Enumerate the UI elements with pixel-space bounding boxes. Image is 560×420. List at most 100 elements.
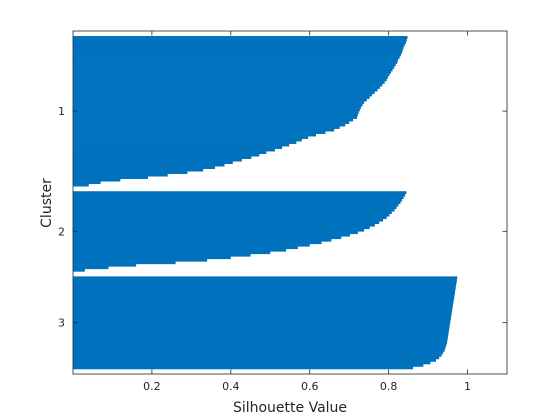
silhouette-bar bbox=[73, 228, 365, 232]
silhouette-bar bbox=[73, 348, 445, 352]
silhouette-bar bbox=[73, 246, 298, 250]
silhouette-bar bbox=[73, 241, 322, 245]
silhouette-bar bbox=[73, 66, 395, 69]
silhouette-bar bbox=[73, 58, 399, 62]
silhouette-bar bbox=[73, 41, 406, 44]
silhouette-bar bbox=[73, 253, 251, 257]
silhouette-bar bbox=[73, 321, 451, 325]
silhouette-bar bbox=[73, 81, 385, 84]
silhouette-bar bbox=[73, 166, 216, 169]
silhouette-bar bbox=[73, 238, 332, 242]
x-tick-label: 1 bbox=[464, 380, 471, 393]
silhouette-bar bbox=[73, 288, 456, 292]
silhouette-bar bbox=[73, 276, 458, 280]
silhouette-bar bbox=[73, 203, 399, 207]
x-tick-label: 0.2 bbox=[143, 380, 161, 393]
x-axis-label: Silhouette Value bbox=[233, 400, 347, 416]
x-tick-label: 0.4 bbox=[222, 380, 240, 393]
silhouette-bar bbox=[73, 113, 358, 117]
silhouette-bar bbox=[73, 363, 424, 367]
silhouette-bar bbox=[73, 181, 101, 185]
silhouette-bars bbox=[73, 36, 458, 370]
silhouette-bar bbox=[73, 328, 449, 332]
silhouette-bar bbox=[73, 221, 380, 225]
silhouette-bar bbox=[73, 51, 403, 54]
silhouette-bar bbox=[73, 73, 390, 77]
silhouette-bar bbox=[73, 223, 375, 227]
silhouette-bar bbox=[73, 283, 457, 287]
axes bbox=[72, 30, 508, 375]
silhouette-bar bbox=[73, 243, 310, 247]
silhouette-bar bbox=[73, 326, 450, 330]
silhouette-bar bbox=[73, 141, 297, 144]
silhouette-bar bbox=[73, 336, 448, 340]
silhouette-bar bbox=[73, 331, 449, 335]
silhouette-bar bbox=[73, 138, 302, 142]
silhouette-bar bbox=[73, 301, 454, 305]
silhouette-bar bbox=[73, 146, 283, 149]
silhouette-bar bbox=[73, 88, 378, 92]
silhouette-bar bbox=[73, 128, 335, 132]
y-axis-label: Cluster bbox=[39, 178, 55, 228]
silhouette-bar bbox=[73, 148, 276, 152]
silhouette-bar bbox=[73, 248, 287, 252]
silhouette-bar bbox=[73, 286, 456, 290]
silhouette-bar bbox=[73, 133, 317, 137]
silhouette-bar bbox=[73, 121, 350, 124]
silhouette-bar bbox=[73, 161, 233, 164]
silhouette-bar bbox=[73, 68, 393, 72]
silhouette-bar bbox=[73, 293, 455, 297]
silhouette-bar bbox=[73, 103, 363, 107]
silhouette-bar bbox=[73, 231, 358, 235]
silhouette-bar bbox=[73, 118, 354, 122]
silhouette-bar bbox=[73, 136, 309, 139]
silhouette-bar bbox=[73, 53, 401, 57]
silhouette-bar bbox=[73, 366, 414, 370]
axes-box bbox=[72, 30, 508, 375]
silhouette-bar bbox=[73, 308, 453, 312]
silhouette-bar bbox=[73, 178, 121, 182]
silhouette-bar bbox=[73, 226, 370, 230]
silhouette-bar bbox=[73, 358, 436, 362]
silhouette-bar bbox=[73, 316, 451, 320]
silhouette-bar bbox=[73, 183, 89, 187]
silhouette-bar bbox=[73, 211, 392, 215]
x-tick-label: 0.6 bbox=[301, 380, 319, 393]
silhouette-bar bbox=[73, 201, 401, 205]
silhouette-bar bbox=[73, 251, 271, 255]
silhouette-bar bbox=[73, 236, 342, 240]
silhouette-bar bbox=[73, 261, 176, 265]
silhouette-bar bbox=[73, 298, 454, 302]
silhouette-bar bbox=[73, 258, 208, 262]
silhouette-bar bbox=[73, 208, 395, 212]
silhouette-bar bbox=[73, 311, 452, 315]
silhouette-bar bbox=[73, 218, 384, 222]
silhouette-bar bbox=[73, 108, 360, 112]
silhouette-bar bbox=[73, 126, 340, 129]
silhouette-bar bbox=[73, 281, 457, 285]
silhouette-bar bbox=[73, 313, 452, 317]
silhouette-bar bbox=[73, 91, 375, 94]
silhouette-bar bbox=[73, 346, 446, 350]
silhouette-bar bbox=[73, 71, 391, 74]
silhouette-bar bbox=[73, 101, 365, 104]
silhouette-bar bbox=[73, 56, 400, 59]
silhouette-bar bbox=[73, 78, 387, 82]
silhouette-bar bbox=[73, 116, 358, 119]
silhouette-bar bbox=[73, 338, 448, 342]
silhouette-bar bbox=[73, 76, 388, 79]
silhouette-bar bbox=[73, 63, 396, 67]
silhouette-bar bbox=[73, 168, 204, 172]
x-tick-label: 0.8 bbox=[380, 380, 398, 393]
silhouette-bar bbox=[73, 291, 455, 295]
silhouette-bar bbox=[73, 318, 451, 322]
y-tick-label: 1 bbox=[58, 105, 65, 118]
silhouette-bar bbox=[73, 303, 453, 307]
silhouette-bar bbox=[73, 48, 403, 52]
silhouette-bar bbox=[73, 96, 370, 99]
silhouette-bar bbox=[73, 351, 444, 355]
silhouette-bar bbox=[73, 173, 168, 177]
silhouette-bar bbox=[73, 341, 448, 345]
silhouette-bar bbox=[73, 268, 85, 272]
